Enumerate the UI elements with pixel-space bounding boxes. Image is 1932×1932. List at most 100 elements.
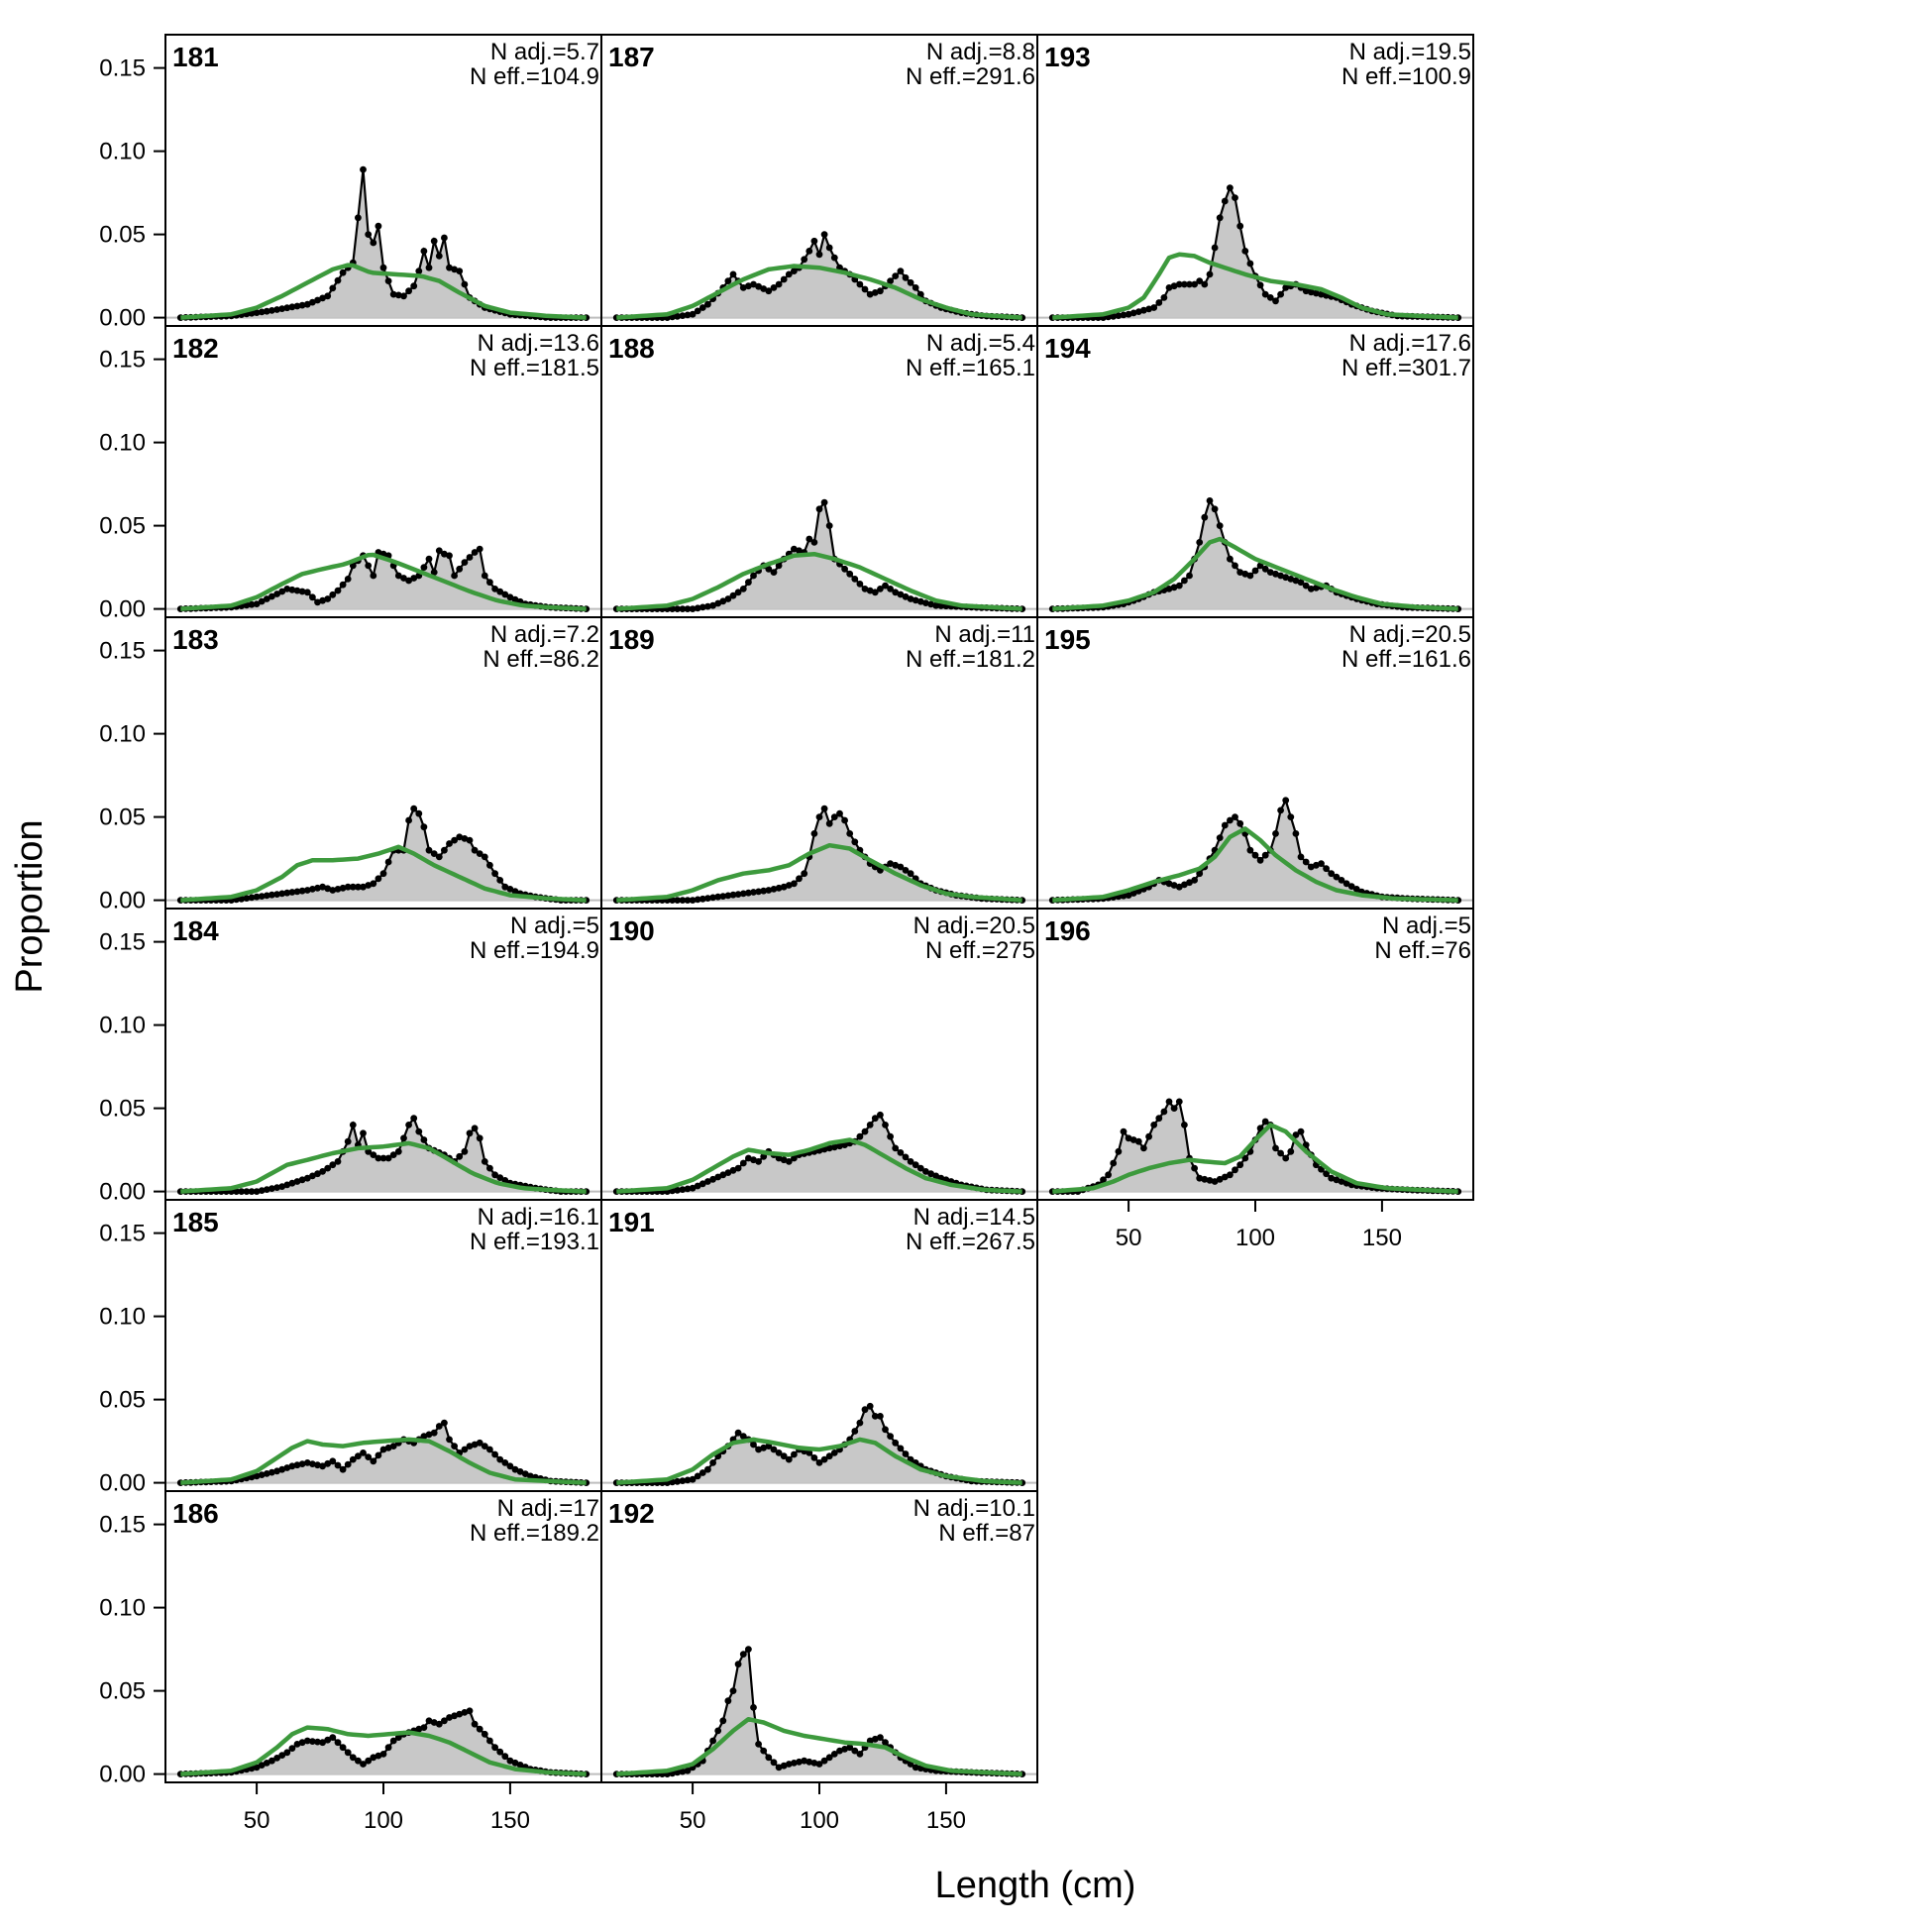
observed-point	[1110, 312, 1118, 320]
observed-point	[775, 1154, 783, 1162]
observed-point	[461, 1147, 469, 1155]
observed-point	[1272, 297, 1279, 305]
observed-point	[360, 1449, 367, 1456]
observed-point	[1221, 821, 1229, 829]
n-adj-label: N adj.=17	[497, 1495, 599, 1522]
observed-point	[1256, 281, 1264, 289]
observed-point	[1232, 194, 1238, 202]
observed-point	[810, 237, 818, 245]
observed-point	[785, 1158, 793, 1165]
observed-point	[684, 897, 692, 904]
observed-point	[1125, 892, 1132, 899]
observed-point	[882, 1426, 889, 1434]
observed-point	[709, 1737, 716, 1745]
observed-point	[253, 309, 261, 316]
observed-point	[760, 887, 768, 895]
observed-point	[496, 1174, 504, 1181]
observed-point	[714, 1727, 722, 1735]
observed-point	[902, 592, 910, 600]
panel-label: 188	[608, 333, 655, 364]
observed-point	[1186, 879, 1193, 887]
observed-point	[324, 1736, 332, 1744]
observed-point	[916, 1164, 924, 1172]
observed-point	[243, 601, 251, 609]
observed-point	[1165, 284, 1173, 291]
panel-192: 192 N adj.=10.1N eff.=87 50 100 150	[600, 1490, 1038, 1834]
observed-point	[1232, 1166, 1238, 1174]
observed-point	[882, 1739, 889, 1747]
y-tick-label: 0.05	[99, 1387, 146, 1414]
observed-point	[912, 1161, 919, 1169]
observed-point	[805, 535, 813, 543]
observed-point	[379, 870, 387, 878]
observed-point	[674, 1477, 682, 1485]
n-adj-label: N adj.=11	[934, 621, 1035, 648]
observed-point	[1272, 1144, 1279, 1152]
observed-point	[314, 1170, 321, 1178]
observed-point	[384, 858, 392, 866]
y-tick-label: 0.15	[99, 1221, 146, 1247]
observed-point	[765, 1754, 773, 1762]
observed-point	[506, 593, 514, 601]
observed-point	[684, 1476, 692, 1484]
observed-point	[471, 549, 479, 556]
expected-line	[616, 1437, 1022, 1485]
observed-point	[892, 272, 900, 279]
panel-185: 185 N adj.=16.1N eff.=193.1 0.00 0.05 0.10 0.…	[99, 1199, 602, 1497]
observed-point	[344, 1460, 352, 1468]
panel-label: 194	[1044, 333, 1091, 364]
observed-point	[415, 1725, 423, 1733]
observed-point	[1145, 305, 1152, 313]
observed-point	[719, 893, 727, 900]
observed-point	[719, 1717, 727, 1725]
observed-point	[456, 1152, 464, 1160]
observed-point	[861, 285, 869, 293]
observed-point	[476, 1725, 483, 1733]
observed-area	[180, 808, 587, 901]
observed-point	[825, 1754, 833, 1762]
observed-point	[516, 1762, 524, 1769]
observed-point	[689, 310, 697, 318]
observed-area	[1052, 1101, 1458, 1192]
observed-point	[1155, 1115, 1163, 1123]
y-tick-label: 0.15	[99, 347, 146, 374]
panel-label: 196	[1044, 915, 1091, 946]
observed-point	[430, 237, 438, 245]
observed-point	[861, 1406, 869, 1414]
observed-point	[825, 819, 833, 827]
observed-point	[846, 830, 854, 837]
observed-point	[825, 1452, 833, 1460]
observed-area	[616, 808, 1022, 901]
observed-point	[724, 1697, 732, 1705]
observed-point	[1196, 277, 1204, 284]
observed-point	[329, 590, 337, 598]
observed-point	[815, 251, 823, 259]
panel-187: 187 N adj.=8.8N eff.=291.6	[600, 34, 1038, 327]
observed-point	[750, 280, 757, 288]
observed-point	[1216, 1175, 1224, 1183]
observed-point	[1129, 1136, 1137, 1143]
observed-point	[389, 1443, 397, 1449]
observed-point	[415, 1127, 423, 1135]
observed-point	[851, 838, 859, 846]
y-tick-label: 0.05	[99, 513, 146, 540]
observed-point	[856, 1419, 864, 1427]
observed-point	[684, 605, 692, 612]
observed-point	[461, 835, 469, 842]
observed-point	[770, 886, 778, 893]
observed-point	[233, 1188, 241, 1195]
observed-point	[791, 545, 798, 553]
observed-point	[273, 1184, 280, 1191]
observed-point	[278, 1752, 286, 1759]
observed-point	[1236, 569, 1244, 576]
observed-area	[616, 234, 1022, 318]
observed-point	[253, 1472, 261, 1480]
observed-point	[394, 572, 402, 580]
observed-point	[258, 893, 266, 900]
observed-point	[907, 278, 914, 286]
n-adj-label: N adj.=16.1	[478, 1204, 599, 1231]
observed-point	[916, 290, 924, 298]
observed-point	[704, 1465, 711, 1473]
observed-point	[298, 1739, 306, 1747]
panel-183: 183 N adj.=7.2N eff.=86.2 0.00 0.05 0.10 0.15	[99, 616, 602, 914]
